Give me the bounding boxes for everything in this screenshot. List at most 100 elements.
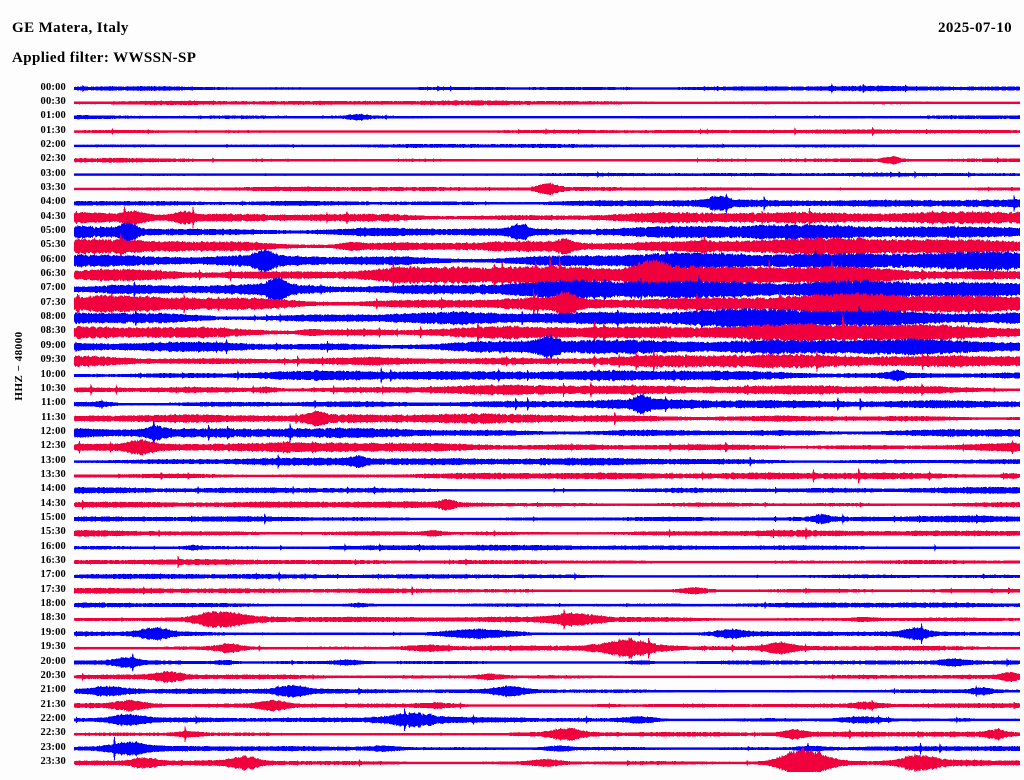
trace-baseline bbox=[74, 374, 1020, 377]
time-label: 20:30 bbox=[40, 669, 66, 681]
helicorder-plot bbox=[74, 82, 1020, 772]
trace-baseline bbox=[74, 460, 1020, 463]
trace-baseline bbox=[74, 546, 1020, 549]
time-axis: 00:00 00:30 01:00 01:30 02:00 02:30 03:00 03:30… bbox=[0, 0, 72, 780]
time-label: 09:00 bbox=[40, 339, 66, 351]
trace-baseline bbox=[74, 489, 1020, 492]
trace-baseline bbox=[74, 675, 1020, 679]
time-label: 07:00 bbox=[40, 282, 66, 294]
time-label: 05:00 bbox=[40, 225, 66, 236]
trace-baseline bbox=[74, 503, 1020, 506]
trace-baseline bbox=[74, 618, 1020, 621]
time-label: 22:00 bbox=[40, 712, 66, 724]
time-label: 01:30 bbox=[40, 124, 66, 136]
trace-baseline bbox=[74, 646, 1020, 650]
trace-baseline bbox=[74, 403, 1020, 406]
time-label: 16:00 bbox=[40, 540, 66, 552]
trace-baseline bbox=[74, 159, 1020, 162]
time-label: 10:30 bbox=[40, 382, 66, 394]
time-label: 01:00 bbox=[40, 110, 66, 122]
time-label: 05:30 bbox=[40, 239, 66, 251]
time-label: 12:00 bbox=[40, 425, 66, 437]
time-label: 07:30 bbox=[40, 296, 66, 308]
trace-baseline bbox=[74, 359, 1020, 363]
trace-baseline bbox=[74, 101, 1020, 105]
trace-baseline bbox=[74, 589, 1020, 592]
trace-baseline bbox=[74, 517, 1020, 521]
trace-baseline bbox=[74, 603, 1020, 607]
trace-baseline bbox=[74, 632, 1020, 635]
time-label: 03:30 bbox=[40, 181, 66, 193]
trace-baseline bbox=[74, 245, 1020, 248]
time-label: 15:30 bbox=[40, 526, 66, 538]
time-label: 04:00 bbox=[40, 196, 66, 208]
trace-baseline bbox=[74, 474, 1020, 478]
trace-baseline bbox=[74, 87, 1020, 90]
trace-baseline bbox=[74, 532, 1020, 535]
trace-baseline bbox=[74, 216, 1020, 219]
trace-baseline bbox=[74, 187, 1020, 191]
time-label: 12:30 bbox=[40, 440, 66, 452]
trace-baseline bbox=[74, 130, 1020, 133]
time-label: 17:00 bbox=[40, 569, 66, 581]
trace-baseline bbox=[74, 202, 1020, 205]
time-label: 03:00 bbox=[40, 167, 66, 179]
time-label: 19:00 bbox=[40, 626, 66, 638]
trace-baseline bbox=[74, 690, 1020, 693]
time-label: 16:30 bbox=[40, 555, 66, 567]
trace-baseline bbox=[74, 761, 1020, 765]
date-label: 2025-07-10 bbox=[938, 20, 1012, 36]
trace-baseline bbox=[74, 388, 1020, 392]
trace-baseline bbox=[74, 302, 1020, 305]
trace-baseline bbox=[74, 345, 1020, 348]
time-label: 02:00 bbox=[40, 138, 66, 150]
seismic-trace bbox=[74, 747, 1020, 772]
time-label: 11:30 bbox=[41, 411, 66, 423]
time-label: 23:30 bbox=[40, 755, 66, 767]
time-label: 19:30 bbox=[40, 641, 66, 653]
trace-baseline bbox=[74, 661, 1020, 664]
time-label: 02:30 bbox=[40, 153, 66, 165]
time-label: 09:30 bbox=[40, 354, 66, 366]
time-label: 15:00 bbox=[40, 512, 66, 523]
time-label: 06:30 bbox=[40, 268, 66, 280]
trace-baseline bbox=[74, 316, 1020, 320]
time-label: 04:30 bbox=[40, 210, 66, 222]
time-label: 08:00 bbox=[40, 311, 66, 323]
trace-baseline bbox=[74, 259, 1020, 262]
trace-baseline bbox=[74, 733, 1020, 736]
time-label: 00:00 bbox=[40, 81, 66, 93]
trace-baseline bbox=[74, 417, 1020, 420]
time-label: 18:00 bbox=[40, 598, 66, 610]
time-label: 14:30 bbox=[40, 497, 66, 509]
time-label: 20:00 bbox=[40, 655, 66, 667]
trace-baseline bbox=[74, 560, 1020, 564]
time-label: 22:30 bbox=[40, 727, 66, 739]
trace-baseline bbox=[74, 116, 1020, 119]
trace-baseline bbox=[74, 230, 1020, 234]
applied-filter-label: Applied filter: WWSSN-SP bbox=[12, 50, 197, 66]
trace-baseline bbox=[74, 273, 1020, 277]
time-label: 06:00 bbox=[40, 253, 66, 265]
time-label: 13:30 bbox=[40, 468, 66, 480]
page-title: GE Matera, Italy bbox=[12, 20, 129, 36]
trace-baseline bbox=[74, 446, 1020, 449]
trace-baseline bbox=[74, 704, 1020, 707]
time-label: 13:00 bbox=[40, 454, 66, 466]
trace-canvas bbox=[74, 83, 1020, 772]
time-label: 23:00 bbox=[40, 741, 66, 753]
trace-baseline bbox=[74, 288, 1020, 291]
time-label: 00:30 bbox=[40, 95, 66, 107]
time-label: 08:30 bbox=[40, 325, 66, 337]
time-label: 18:30 bbox=[40, 612, 66, 624]
trace-baseline bbox=[74, 173, 1020, 176]
trace-baseline bbox=[74, 747, 1020, 750]
trace-baseline bbox=[74, 431, 1020, 435]
time-label: 14:00 bbox=[40, 483, 66, 495]
trace-baseline bbox=[74, 718, 1020, 722]
time-label: 21:00 bbox=[40, 684, 66, 696]
time-label: 10:00 bbox=[40, 368, 66, 380]
trace-baseline bbox=[74, 575, 1020, 578]
time-label: 21:30 bbox=[40, 698, 66, 710]
